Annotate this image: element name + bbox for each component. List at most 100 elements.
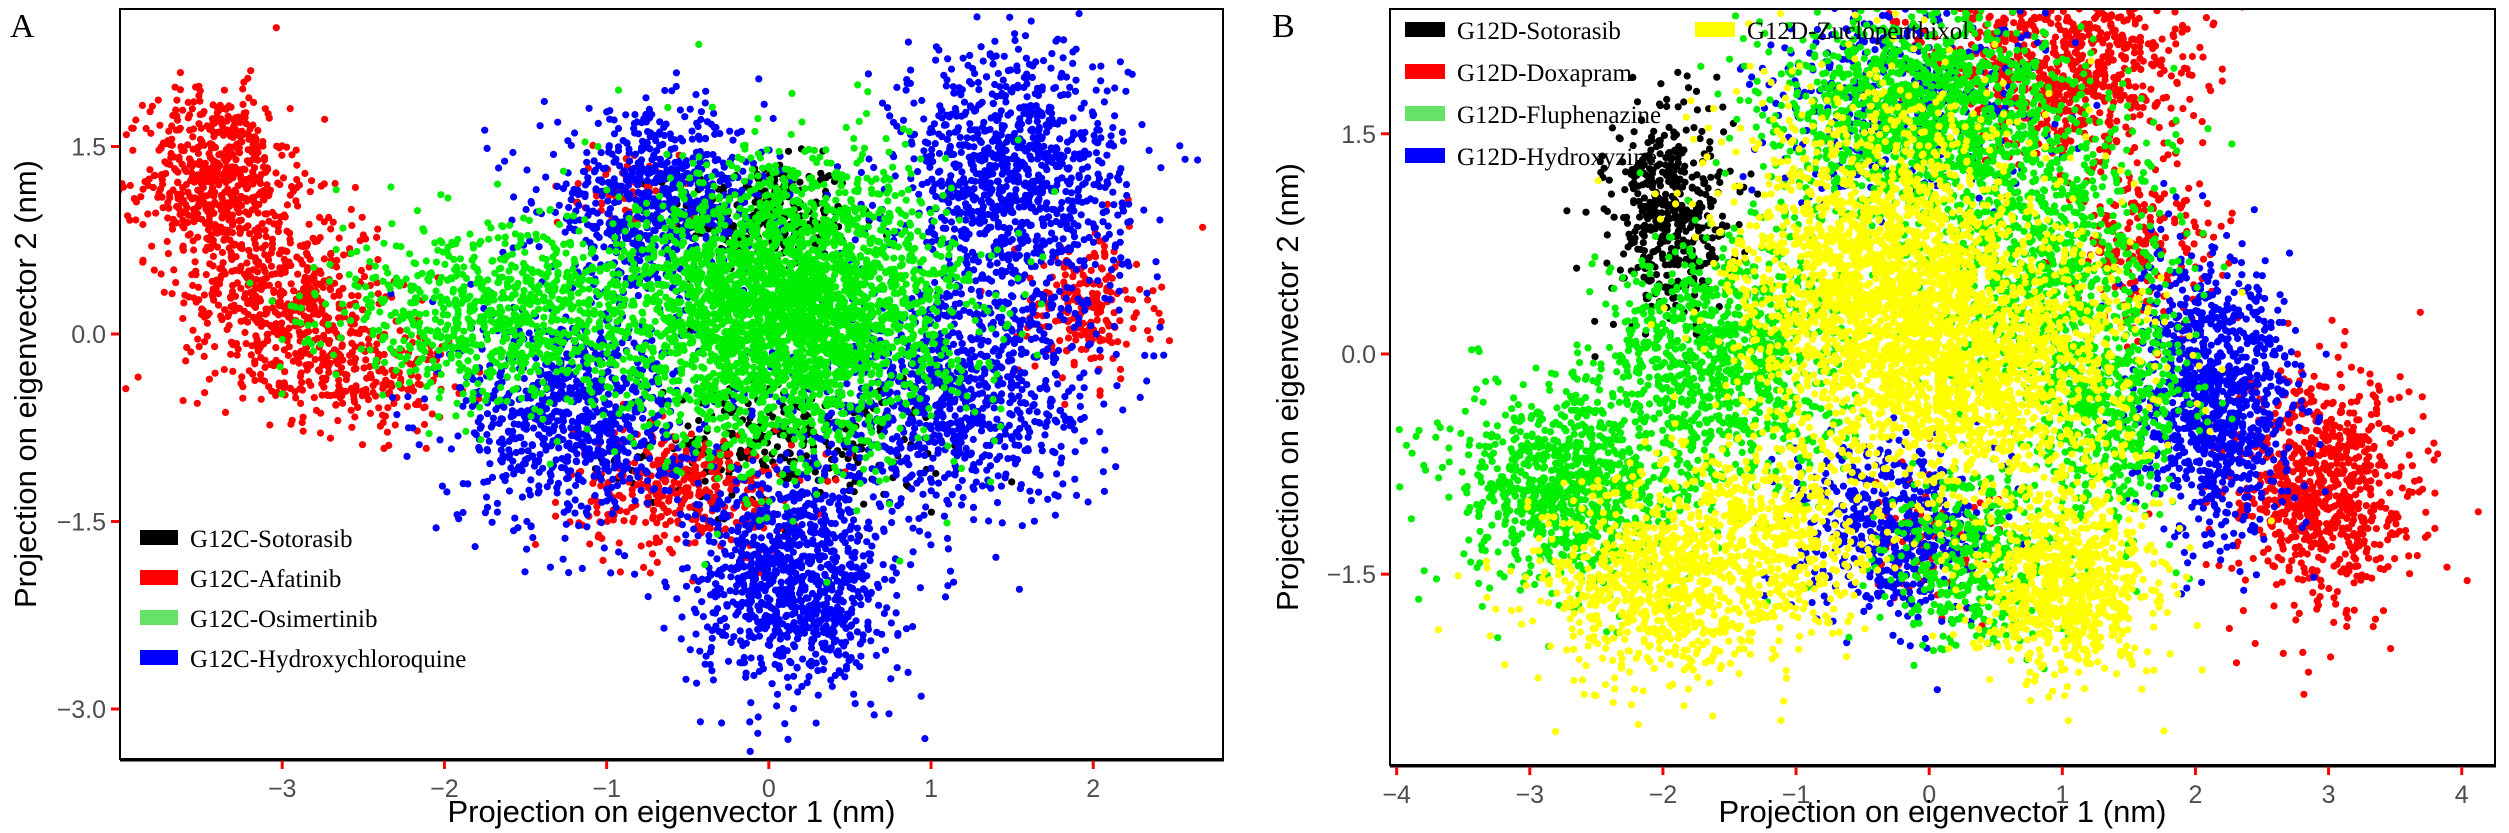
data-point — [637, 542, 645, 550]
data-point — [1028, 301, 1037, 309]
data-point — [283, 201, 291, 209]
data-point — [988, 137, 997, 145]
data-point — [686, 503, 694, 511]
data-point — [295, 181, 303, 189]
data-point — [998, 251, 1006, 259]
data-point — [325, 213, 333, 222]
data-point — [343, 371, 351, 379]
data-point — [228, 194, 236, 202]
data-point — [260, 340, 268, 348]
data-point — [606, 115, 614, 123]
data-point — [243, 185, 251, 193]
data-point — [609, 187, 618, 195]
data-point — [628, 491, 636, 499]
data-point — [593, 231, 601, 239]
data-point — [338, 342, 346, 351]
data-point — [306, 188, 314, 196]
data-point — [291, 388, 299, 396]
data-point — [268, 271, 276, 279]
data-point — [175, 155, 183, 164]
data-point — [1093, 231, 1101, 239]
data-point — [986, 125, 994, 134]
data-point — [695, 491, 703, 499]
data-point — [1111, 243, 1119, 251]
data-point — [1050, 84, 1058, 93]
data-point — [1122, 340, 1130, 348]
data-point — [281, 368, 289, 376]
data-point — [262, 168, 270, 176]
data-point — [677, 134, 685, 142]
data-point — [1074, 222, 1082, 230]
data-point — [654, 456, 662, 464]
data-point — [217, 272, 225, 280]
data-point — [348, 292, 356, 300]
data-point — [244, 74, 252, 82]
data-point — [964, 185, 972, 193]
data-point — [247, 133, 255, 141]
data-point — [213, 276, 221, 284]
data-point — [159, 204, 167, 212]
data-point — [699, 470, 707, 478]
data-point — [523, 545, 531, 553]
data-point — [927, 508, 936, 516]
data-point — [255, 232, 263, 240]
data-point — [347, 406, 355, 414]
data-point — [965, 208, 973, 216]
data-point — [1096, 387, 1104, 395]
data-point — [339, 284, 347, 292]
data-point — [176, 210, 184, 219]
data-point — [989, 99, 997, 107]
data-point — [1109, 256, 1118, 264]
data-point — [616, 162, 624, 170]
data-point — [288, 151, 296, 159]
data-point — [932, 56, 940, 64]
data-point — [246, 230, 254, 238]
data-point — [918, 180, 926, 188]
data-point — [147, 129, 155, 137]
data-point — [323, 391, 331, 399]
data-point — [947, 218, 956, 226]
data-point — [672, 69, 681, 77]
data-point — [943, 111, 951, 119]
data-point — [672, 168, 680, 176]
data-point — [227, 293, 235, 301]
data-point — [200, 163, 208, 171]
data-point — [644, 493, 652, 501]
data-point — [1007, 206, 1015, 214]
data-point — [288, 183, 296, 191]
data-point — [633, 454, 641, 462]
data-point — [203, 332, 211, 340]
data-point — [218, 316, 226, 324]
data-point — [1108, 266, 1116, 274]
data-point — [251, 357, 259, 365]
data-point — [616, 568, 625, 576]
data-point — [1092, 149, 1100, 157]
data-point — [535, 468, 543, 476]
data-point — [1155, 309, 1163, 317]
data-point — [564, 468, 572, 476]
data-point — [936, 167, 944, 175]
data-point — [1115, 169, 1124, 177]
data-point — [132, 116, 140, 124]
data-point — [587, 497, 595, 505]
data-point — [738, 448, 746, 456]
data-point — [210, 296, 218, 304]
data-point — [1000, 52, 1008, 60]
data-point — [551, 498, 560, 506]
data-point — [611, 180, 619, 188]
data-point — [703, 118, 712, 126]
data-point — [1136, 285, 1144, 294]
data-point — [963, 252, 971, 260]
data-point — [122, 385, 130, 393]
data-point — [269, 304, 277, 312]
data-point — [577, 476, 585, 484]
data-point — [727, 536, 735, 544]
data-point — [555, 201, 563, 209]
data-point — [142, 124, 150, 133]
data-point — [518, 493, 527, 501]
data-point — [665, 487, 673, 495]
data-point — [737, 127, 746, 135]
data-point — [378, 365, 386, 373]
data-point — [366, 363, 374, 371]
data-point — [651, 179, 660, 187]
